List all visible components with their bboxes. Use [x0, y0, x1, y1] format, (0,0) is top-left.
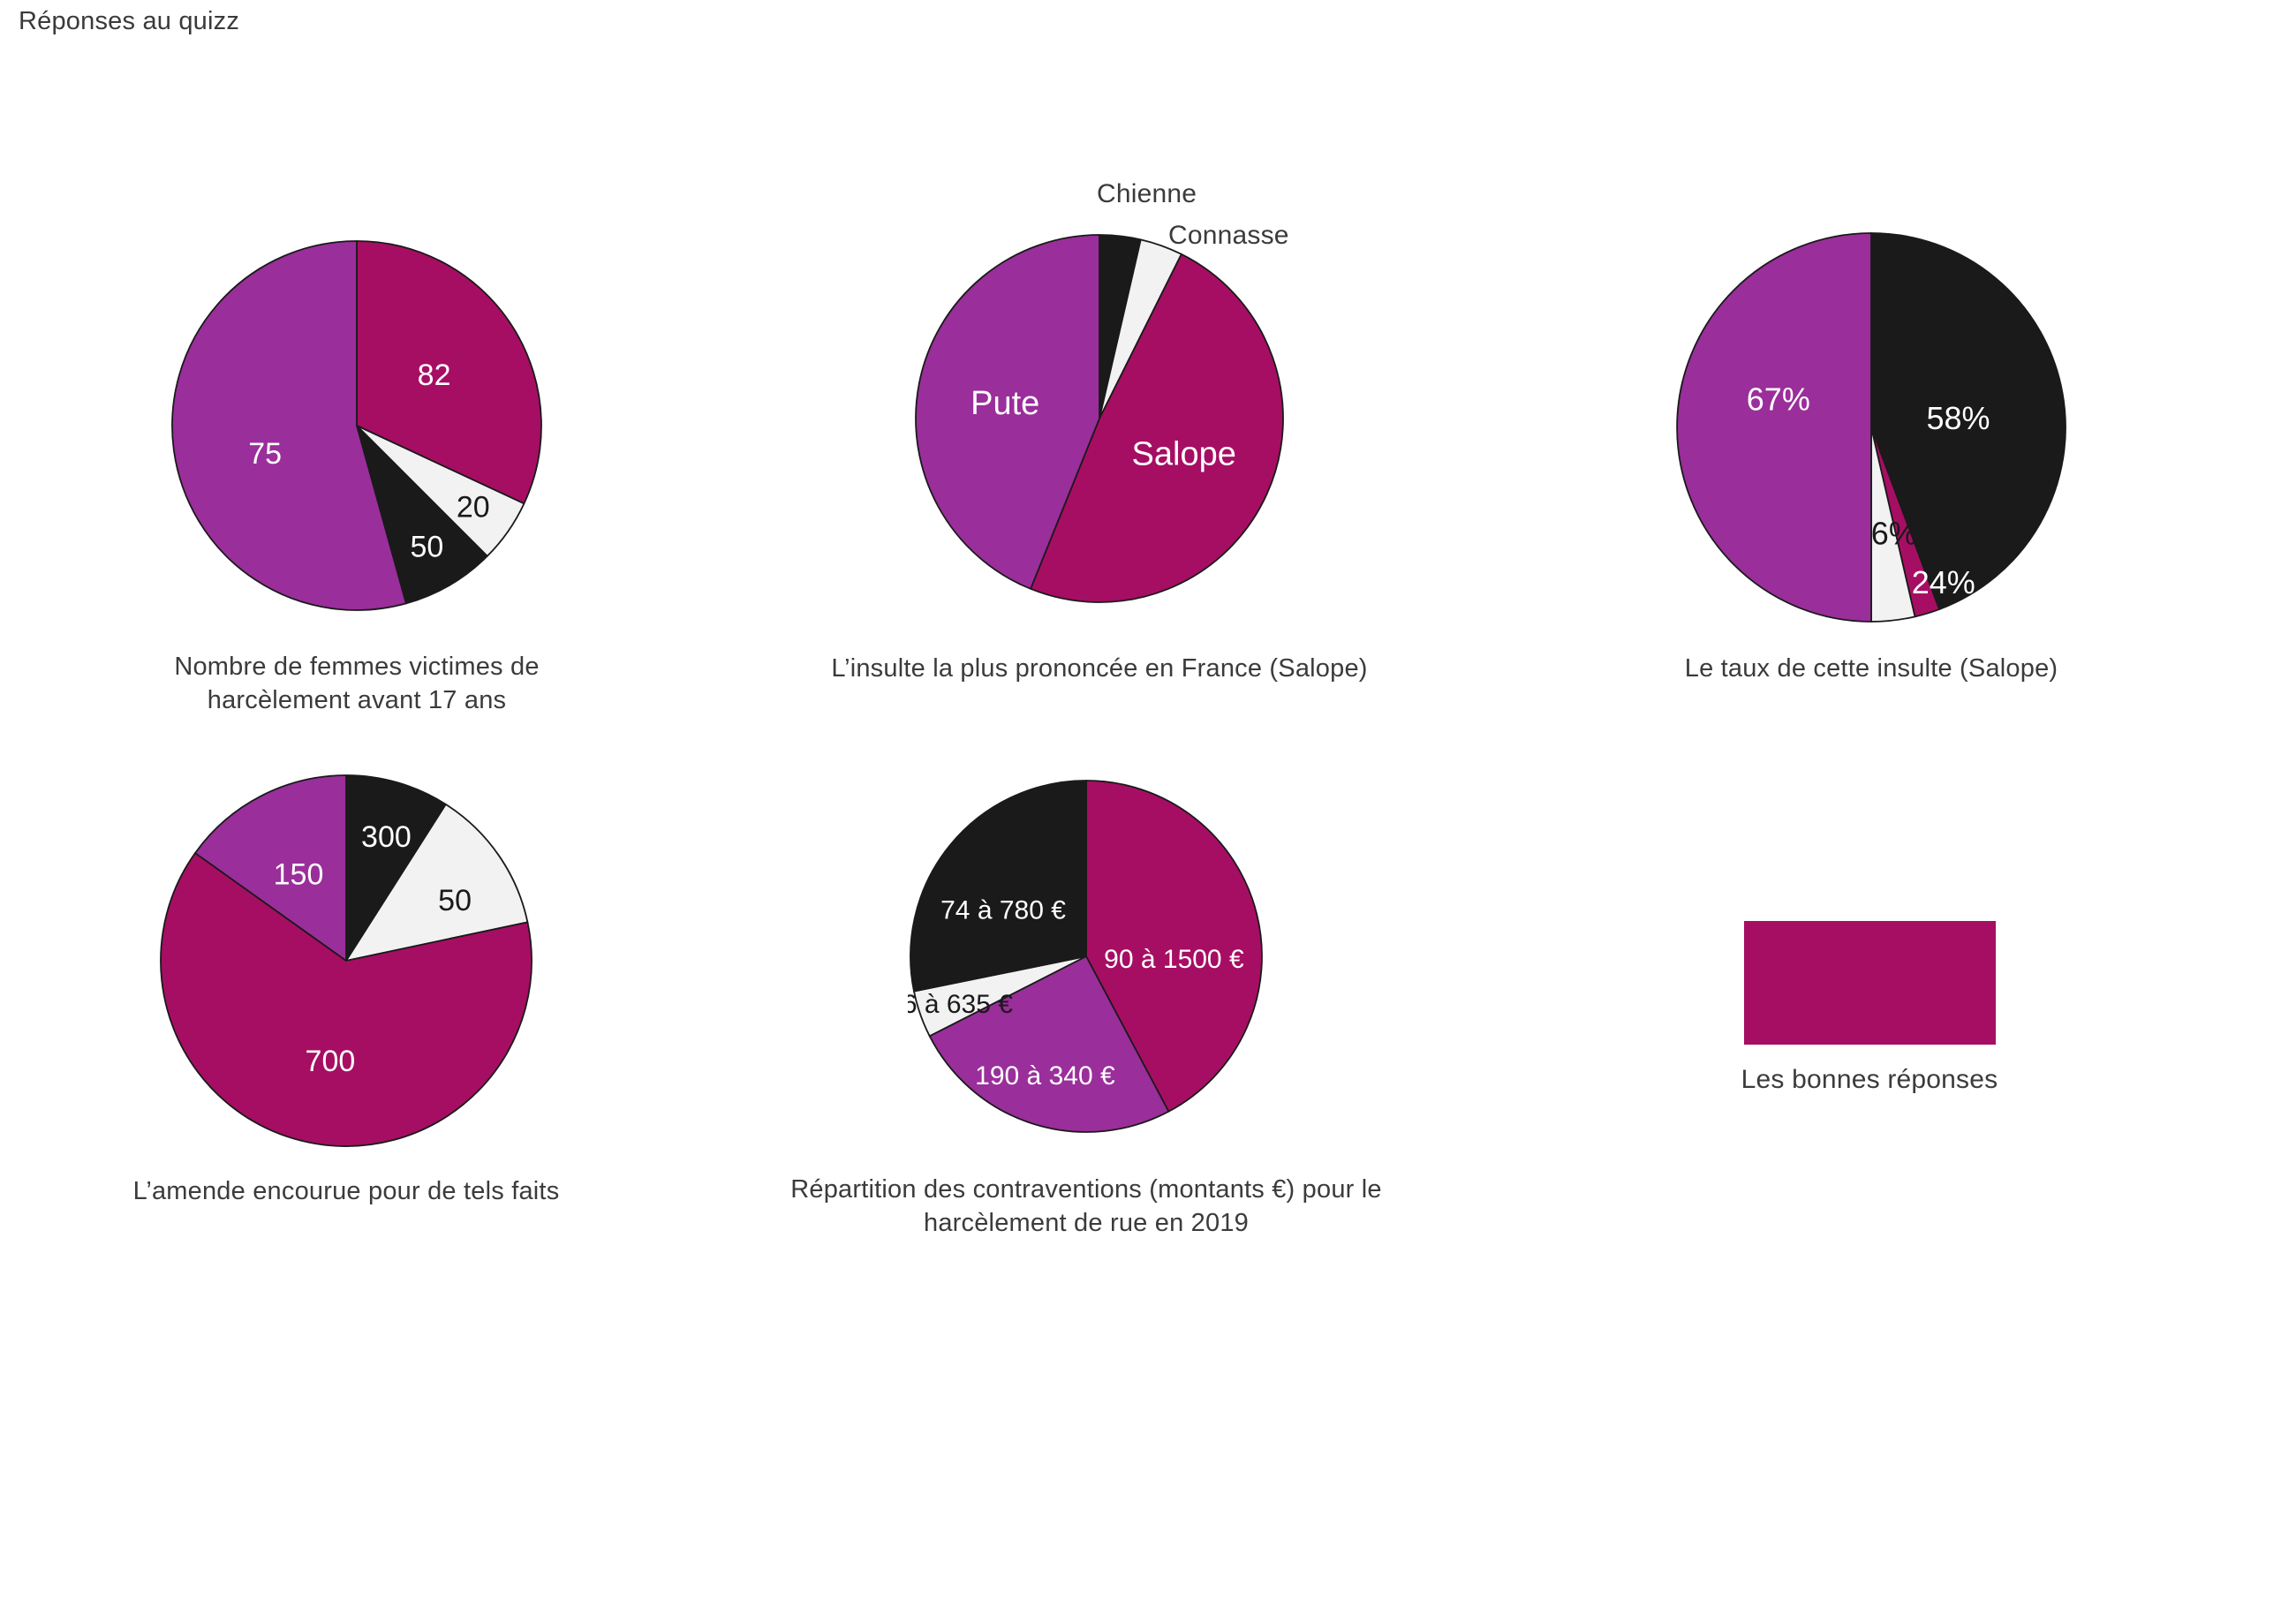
pie-slice-74-780- — [910, 780, 1087, 993]
pie-slice-label: 150 — [274, 858, 324, 892]
pie-slice-50 — [356, 425, 488, 605]
legend-correct-answer-swatch — [1744, 921, 1996, 1045]
pie-caption-victimes: Nombre de femmes victimes de harcèlement… — [174, 653, 540, 715]
pie-chart-contraventions: 90 à 1500 € 190 à 340 € 216 à 635 € 74 à 78… — [908, 780, 1263, 1133]
pie-caption-amende: L’amende encourue pour de tels faits — [132, 1177, 560, 1205]
pie-caption-insulte: L’insulte la plus prononcée en France (S… — [831, 654, 1368, 683]
pie-slice-Pute — [915, 234, 1100, 590]
pie-slice-Salope — [1030, 253, 1284, 603]
pie-chart-amende: 300 50 700 150 — [160, 774, 532, 1147]
pie-caption-taux: Le taux de cette insulte (Salope) — [1684, 654, 2058, 683]
pie-slice-label: 75 — [248, 437, 282, 471]
pie-slice-700 — [160, 852, 532, 1147]
pie-slice-label: 300 — [361, 820, 412, 854]
pie-slice-82 — [356, 240, 542, 505]
pie-slice-50 — [345, 803, 529, 962]
pie-slice-75 — [171, 240, 407, 611]
pie-slice-300 — [345, 774, 447, 962]
pie-slice-67% — [1676, 232, 1872, 623]
slice-callout-label: Connasse — [1168, 221, 1289, 250]
pie-slice-label: 20 — [457, 490, 490, 524]
pie-slice-label: 58% — [1926, 400, 1990, 436]
pie-slice-190-340- — [928, 955, 1170, 1133]
slice-callout-label: Chienne — [1097, 179, 1197, 208]
pie-slice-label: 216 à 635 € — [908, 990, 1013, 1019]
pie-slice-90-1500- — [1085, 780, 1263, 1113]
pie-slice-label: Salope — [1132, 436, 1236, 473]
pie-slice-label: 700 — [306, 1045, 356, 1078]
pie-slice-label: 24% — [1912, 564, 1975, 600]
pie-slice-label: 67% — [1747, 381, 1810, 417]
pie-slice-label: Pute — [971, 385, 1039, 422]
pie-chart-victimes-harcelement: 82 20 50 75 — [171, 240, 542, 611]
legend-label: Les bonnes réponses — [1741, 1065, 1998, 1094]
pie-chart-insulte-france: Salope Pute — [915, 234, 1284, 603]
pie-caption-contraventions: Répartition des contraventions (montants… — [790, 1175, 1382, 1238]
pie-chart-taux-insulte: 58%24%16%67% — [1676, 232, 2066, 623]
pie-slice-label: 74 à 780 € — [940, 895, 1066, 925]
pie-slice-label: 50 — [410, 531, 443, 564]
pie-slice-label: 190 à 340 € — [975, 1061, 1115, 1091]
pie-slice-label: 50 — [438, 884, 472, 917]
page-title: Réponses au quizz — [19, 7, 240, 35]
pie-slice-150 — [194, 774, 347, 962]
pie-slice-label: 82 — [418, 359, 451, 392]
pie-slice-label: 90 à 1500 € — [1104, 945, 1244, 974]
pie-slice-58% — [1870, 232, 2066, 610]
